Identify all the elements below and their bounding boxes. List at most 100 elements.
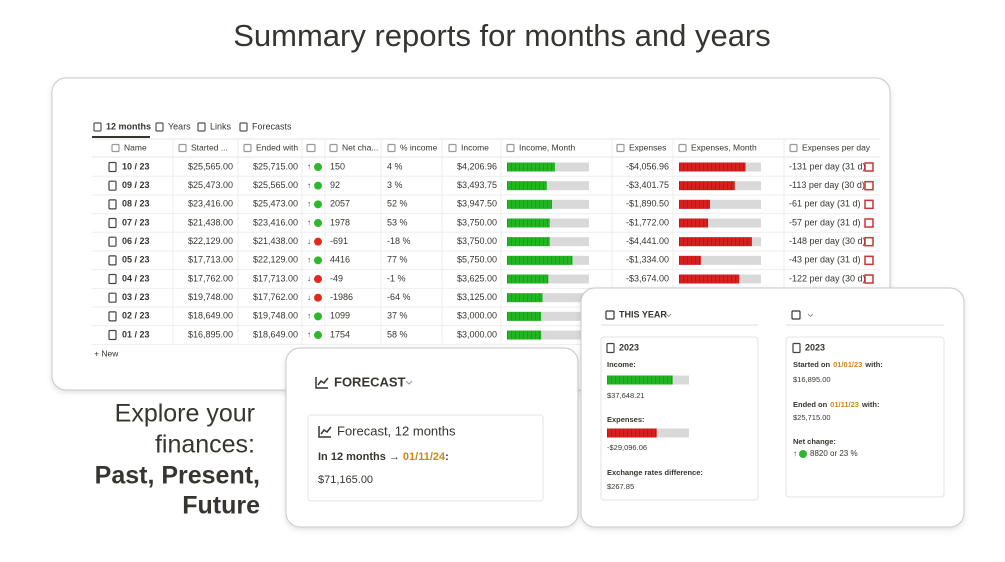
cell-ended: $25,565.00 xyxy=(253,180,298,190)
cell-name: 03 / 23 xyxy=(122,292,150,302)
page-title: Summary reports for months and years xyxy=(233,18,771,53)
chart-icon xyxy=(318,426,332,438)
column-header: Income, Month xyxy=(519,142,575,152)
status-dot xyxy=(314,293,322,302)
cell-ended: $19,748.00 xyxy=(253,311,298,321)
cell-net: -49 xyxy=(330,273,343,283)
bar xyxy=(679,218,709,228)
cell-net: 150 xyxy=(330,161,345,171)
bar xyxy=(507,181,547,191)
cell-name: 05 / 23 xyxy=(122,255,150,265)
cell-ended: $23,416.00 xyxy=(253,217,298,227)
bar-track xyxy=(507,293,589,303)
cell-started: $19,748.00 xyxy=(188,292,233,302)
calendar-icon xyxy=(864,162,874,172)
icon xyxy=(239,122,248,132)
value: $267.85 xyxy=(607,482,634,491)
cell-per-day: -113 per day (30 d) xyxy=(789,180,865,190)
cell-started: $21,438.00 xyxy=(188,217,233,227)
icon xyxy=(93,122,102,132)
cell-per-day: -61 per day (31 d) xyxy=(789,199,861,209)
cell-net: 1978 xyxy=(330,217,350,227)
bar xyxy=(507,237,550,247)
cell-trend: ↓ xyxy=(307,274,311,283)
chart-icon xyxy=(315,377,329,389)
new-row[interactable]: + New xyxy=(94,348,119,358)
icon xyxy=(108,161,117,173)
cell-trend: ↑ xyxy=(307,330,311,339)
net-value: 8820 or 23 % xyxy=(810,449,858,458)
icon xyxy=(605,310,615,320)
bar-track xyxy=(679,199,761,209)
status-dot xyxy=(314,331,322,340)
cell-income: $3,750.00 xyxy=(457,236,497,246)
status-dot xyxy=(799,450,807,458)
icon xyxy=(243,143,252,153)
calendar-icon xyxy=(864,236,874,247)
icon xyxy=(616,143,625,153)
bar xyxy=(679,274,740,284)
tab[interactable]: 12 months xyxy=(106,121,151,131)
cell-started: $22,129.00 xyxy=(188,236,233,246)
cell-name: 02 / 23 xyxy=(122,311,150,321)
bar xyxy=(679,162,746,172)
cell-pct: -1 % xyxy=(387,273,406,283)
cell-pct: 53 % xyxy=(387,217,408,227)
cell-started: $17,762.00 xyxy=(188,273,233,283)
icon xyxy=(108,236,117,247)
cell-trend: ↑ xyxy=(307,181,311,190)
column-header: Ended with xyxy=(256,142,298,152)
bar xyxy=(679,181,735,191)
tab[interactable]: Years xyxy=(168,121,191,131)
calendar-icon xyxy=(864,180,874,191)
started-line: Started on 01/01/23 with: xyxy=(793,360,883,369)
chevron xyxy=(665,313,672,318)
bar xyxy=(507,274,549,284)
started-line-part: with: xyxy=(864,360,883,369)
cell-net: -1986 xyxy=(330,292,353,302)
cell-name: 07 / 23 xyxy=(122,217,150,227)
forecast-line-part: In 12 months → xyxy=(318,451,400,463)
cell-ended: $17,762.00 xyxy=(253,292,298,302)
icon xyxy=(329,143,338,153)
tab[interactable]: Links xyxy=(210,121,232,131)
tagline-bold: Past, Present, xyxy=(95,462,260,490)
cell-expenses: -$4,056.96 xyxy=(626,161,669,171)
forecast-title[interactable]: FORECAST xyxy=(334,374,406,389)
label: Exchange rates difference: xyxy=(607,468,703,477)
bar xyxy=(507,255,573,265)
cell-name: 08 / 23 xyxy=(122,199,150,209)
cell-income: $3,750.00 xyxy=(457,217,497,227)
icon xyxy=(792,342,801,354)
icon xyxy=(178,143,187,153)
forecast-line: In 12 months → 01/11/24: xyxy=(318,451,449,463)
cell-net: 2057 xyxy=(330,199,350,209)
cell-income: $3,000.00 xyxy=(457,329,497,339)
column-header: % income xyxy=(400,142,438,152)
cell-pct: 77 % xyxy=(387,255,408,265)
cell-ended: $25,715.00 xyxy=(253,161,298,171)
bar xyxy=(607,428,657,438)
cell-per-day: -122 per day (30 d) xyxy=(789,273,866,283)
icon xyxy=(155,122,164,132)
cell-started: $23,416.00 xyxy=(188,199,233,209)
column-header: Income xyxy=(461,142,489,152)
cell-started: $25,565.00 xyxy=(188,161,233,171)
year-tab[interactable]: THIS YEAR xyxy=(619,309,667,319)
bar-track xyxy=(679,218,761,228)
column-header: Started ... xyxy=(191,142,228,152)
tagline-bold: Future xyxy=(182,492,260,520)
icon xyxy=(791,310,801,320)
cell-name: 10 / 23 xyxy=(122,161,150,171)
cell-trend: ↓ xyxy=(307,237,311,246)
calendar-icon xyxy=(864,255,874,266)
bar xyxy=(679,237,752,247)
column-header: Expenses, Month xyxy=(691,142,757,152)
cell-pct: -64 % xyxy=(387,292,411,302)
cell-pct: 58 % xyxy=(387,329,408,339)
cell-ended: $17,713.00 xyxy=(253,273,298,283)
tab[interactable]: Forecasts xyxy=(252,121,292,131)
cell-income: $5,750.00 xyxy=(457,255,497,265)
cell-expenses: -$3,674.00 xyxy=(626,273,669,283)
